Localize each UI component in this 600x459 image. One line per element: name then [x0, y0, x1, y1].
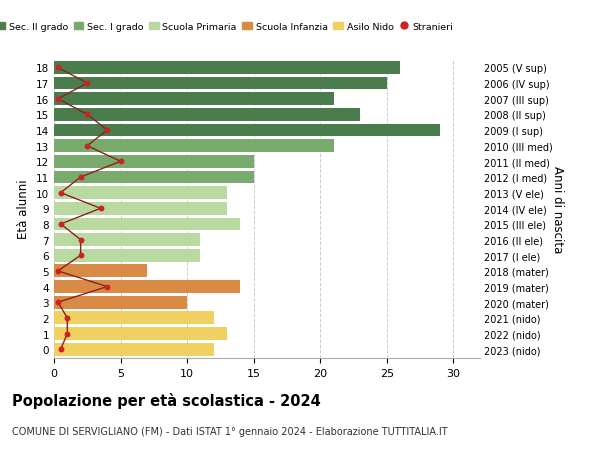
Point	[82, 112, 92, 119]
Point	[53, 96, 63, 103]
Bar	[54, 109, 360, 122]
Bar	[54, 93, 334, 106]
Point	[76, 252, 85, 259]
Bar	[54, 234, 200, 246]
Bar	[54, 140, 334, 153]
Text: Popolazione per età scolastica - 2024: Popolazione per età scolastica - 2024	[12, 392, 321, 409]
Bar	[54, 78, 387, 90]
Legend: Sec. II grado, Sec. I grado, Scuola Primaria, Scuola Infanzia, Asilo Nido, Stran: Sec. II grado, Sec. I grado, Scuola Prim…	[0, 22, 453, 32]
Text: COMUNE DI SERVIGLIANO (FM) - Dati ISTAT 1° gennaio 2024 - Elaborazione TUTTITALI: COMUNE DI SERVIGLIANO (FM) - Dati ISTAT …	[12, 426, 448, 436]
Point	[56, 190, 65, 197]
Point	[103, 283, 112, 291]
Point	[76, 174, 85, 181]
Point	[82, 143, 92, 150]
Bar	[54, 156, 254, 168]
Bar	[54, 343, 214, 356]
Bar	[54, 124, 440, 137]
Bar	[54, 265, 147, 278]
Bar	[54, 62, 400, 75]
Bar	[54, 187, 227, 200]
Point	[53, 299, 63, 306]
Point	[96, 205, 106, 213]
Point	[62, 314, 72, 322]
Point	[53, 268, 63, 275]
Bar	[54, 280, 241, 293]
Y-axis label: Anni di nascita: Anni di nascita	[551, 165, 564, 252]
Point	[116, 158, 125, 166]
Bar	[54, 312, 214, 325]
Point	[56, 346, 65, 353]
Bar	[54, 327, 227, 340]
Bar	[54, 202, 227, 215]
Point	[82, 80, 92, 88]
Bar	[54, 218, 241, 231]
Point	[56, 221, 65, 228]
Bar	[54, 171, 254, 184]
Bar	[54, 296, 187, 309]
Point	[62, 330, 72, 337]
Point	[103, 127, 112, 134]
Point	[53, 65, 63, 72]
Point	[76, 236, 85, 244]
Bar	[54, 249, 200, 262]
Y-axis label: Età alunni: Età alunni	[17, 179, 31, 239]
